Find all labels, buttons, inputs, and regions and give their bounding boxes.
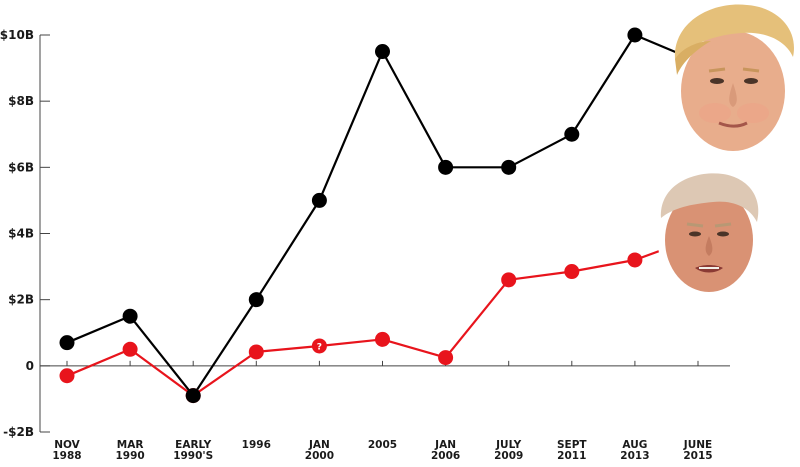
series-0-point <box>248 292 264 308</box>
series-1-point <box>311 338 327 354</box>
x-tick-label: MAR <box>117 439 144 451</box>
x-tick-label: NOV <box>54 439 80 451</box>
y-tick-label: 0 <box>26 359 34 373</box>
series-0-point <box>438 159 454 175</box>
series-0-point <box>59 335 75 351</box>
x-tick-label: 1990'S <box>173 450 213 462</box>
x-tick-label: 2000 <box>305 450 334 462</box>
series-0-point <box>564 126 580 142</box>
series-1-point <box>248 344 264 360</box>
x-tick-label: 1988 <box>52 450 81 462</box>
y-tick-label: $6B <box>8 160 34 174</box>
x-tick-label: 2011 <box>557 450 586 462</box>
series-0-point <box>185 388 201 404</box>
x-tick-label: 2013 <box>620 450 649 462</box>
x-tick-label: AUG <box>622 439 647 451</box>
x-tick-label: 2005 <box>368 439 397 451</box>
y-tick-label: $4B <box>8 227 34 241</box>
x-tick-label: 2006 <box>431 450 460 462</box>
series-0-point <box>501 159 517 175</box>
y-tick-label: $10B <box>0 28 34 42</box>
series-1-point <box>501 272 517 288</box>
x-tick-label: 1996 <box>242 439 271 451</box>
series-1-point <box>375 331 390 347</box>
x-tick-label: JAN <box>434 439 456 451</box>
x-tick-label: 2015 <box>683 450 712 462</box>
series-0-point <box>311 192 327 208</box>
x-tick-label: JAN <box>308 439 330 451</box>
series-0-point <box>627 27 643 43</box>
y-tick-label: -$2B <box>3 425 34 439</box>
x-tick-label: 2009 <box>494 450 523 462</box>
y-tick-label: $2B <box>8 293 34 307</box>
y-tick-label: $8B <box>8 94 34 108</box>
faces <box>657 4 795 296</box>
series-line-1 <box>66 235 699 397</box>
series-0-point <box>375 44 390 60</box>
series-0-point <box>122 308 138 324</box>
series-1-point <box>122 341 138 357</box>
x-tick-label: EARLY <box>175 439 211 451</box>
x-tick-label: JUNE <box>683 439 712 451</box>
series-1-point <box>438 350 454 366</box>
x-tick-label: JULY <box>495 439 521 451</box>
x-tick-label: 1990 <box>115 450 144 462</box>
series-1-point <box>627 252 643 268</box>
question-mark-annotation: ? <box>317 342 322 352</box>
trump-face-top-image <box>671 4 795 153</box>
series-1-point <box>59 368 75 384</box>
series-1-point <box>564 264 580 280</box>
trump-face-bottom-image <box>657 173 761 296</box>
series-layer: ? <box>59 27 706 404</box>
x-tick-label: SEPT <box>557 439 587 451</box>
